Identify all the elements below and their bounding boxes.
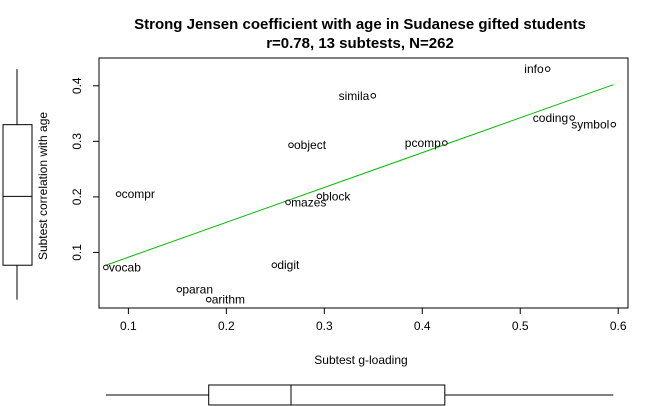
x-boxplot	[105, 384, 614, 406]
y-tick-label: 0.3	[70, 133, 84, 150]
point-label: digit	[277, 258, 300, 272]
point-label: mazes	[291, 195, 326, 209]
data-point	[205, 296, 212, 303]
points-layer: info simila coding symbol pcomp object compr bl…	[103, 62, 617, 307]
chart-subtitle: r=0.78, 13 subtests, N=262	[266, 35, 454, 52]
y-tick-label: 0.2	[70, 188, 84, 205]
point-label: paran	[182, 283, 213, 297]
x-axis: 0.1 0.2 0.3 0.4 0.5 0.6	[120, 308, 627, 333]
point-label: vocab	[109, 260, 141, 274]
x-tick-label: 0.1	[120, 319, 137, 333]
x-tick-label: 0.2	[218, 319, 235, 333]
y-axis: 0.1 0.2 0.3 0.4	[70, 77, 99, 261]
point-label: object	[294, 138, 327, 152]
x-tick-label: 0.5	[512, 319, 529, 333]
data-point	[285, 199, 291, 206]
x-tick-label: 0.6	[610, 319, 627, 333]
data-point	[316, 193, 323, 200]
data-point	[442, 140, 448, 146]
x-boxplot-box	[208, 384, 446, 406]
data-point	[176, 286, 183, 293]
regression-line	[105, 84, 614, 266]
point-label: block	[322, 189, 351, 203]
y-boxplot-box	[2, 124, 33, 266]
data-point	[610, 121, 617, 128]
chart-title: Strong Jensen coefficient with age in Su…	[134, 16, 586, 33]
point-label: coding	[533, 111, 568, 125]
point-label: arithm	[212, 293, 245, 307]
data-point	[103, 264, 109, 271]
x-tick-label: 0.3	[316, 319, 333, 333]
point-label: simila	[339, 89, 370, 103]
point-label: info	[524, 62, 544, 76]
x-tick-label: 0.4	[414, 319, 431, 333]
data-point	[569, 115, 575, 121]
y-tick-label: 0.4	[70, 77, 84, 94]
point-label: pcomp	[405, 136, 441, 150]
x-axis-label: Subtest g-loading	[314, 353, 407, 367]
data-point	[544, 66, 551, 72]
point-label: symbol	[571, 118, 609, 132]
data-point	[271, 262, 278, 269]
point-label: compr	[122, 187, 155, 201]
y-axis-label: Subtest correlation with age	[36, 112, 50, 260]
plot-frame	[98, 57, 629, 309]
y-tick-label: 0.1	[70, 244, 84, 261]
y-boxplot	[2, 69, 33, 300]
data-point	[370, 92, 377, 99]
data-point	[115, 191, 122, 197]
data-point	[288, 142, 294, 149]
